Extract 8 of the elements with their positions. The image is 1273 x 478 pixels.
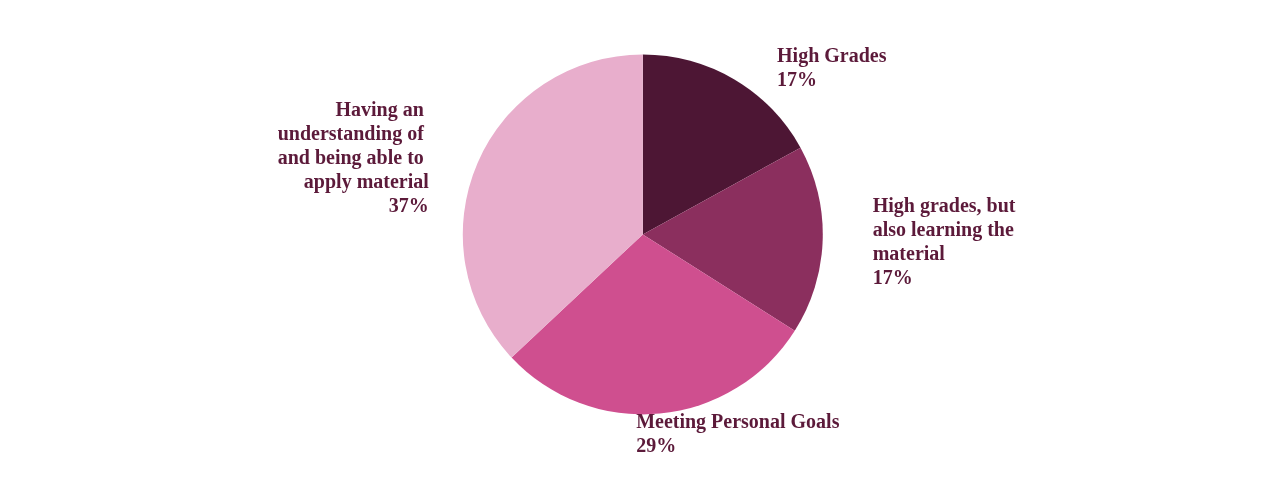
data-label: 17% bbox=[872, 265, 913, 288]
data-label: 37% bbox=[388, 193, 429, 216]
slice-label: Meeting Personal Goals bbox=[636, 409, 840, 433]
slice-label: Having an understanding of and being able to apply material bbox=[277, 97, 430, 193]
data-label: 29% bbox=[636, 433, 677, 456]
slice-label: High Grades bbox=[777, 43, 887, 67]
data-label: 17% bbox=[777, 67, 818, 90]
slice-label: High grades, but also learning the material bbox=[872, 193, 1021, 264]
